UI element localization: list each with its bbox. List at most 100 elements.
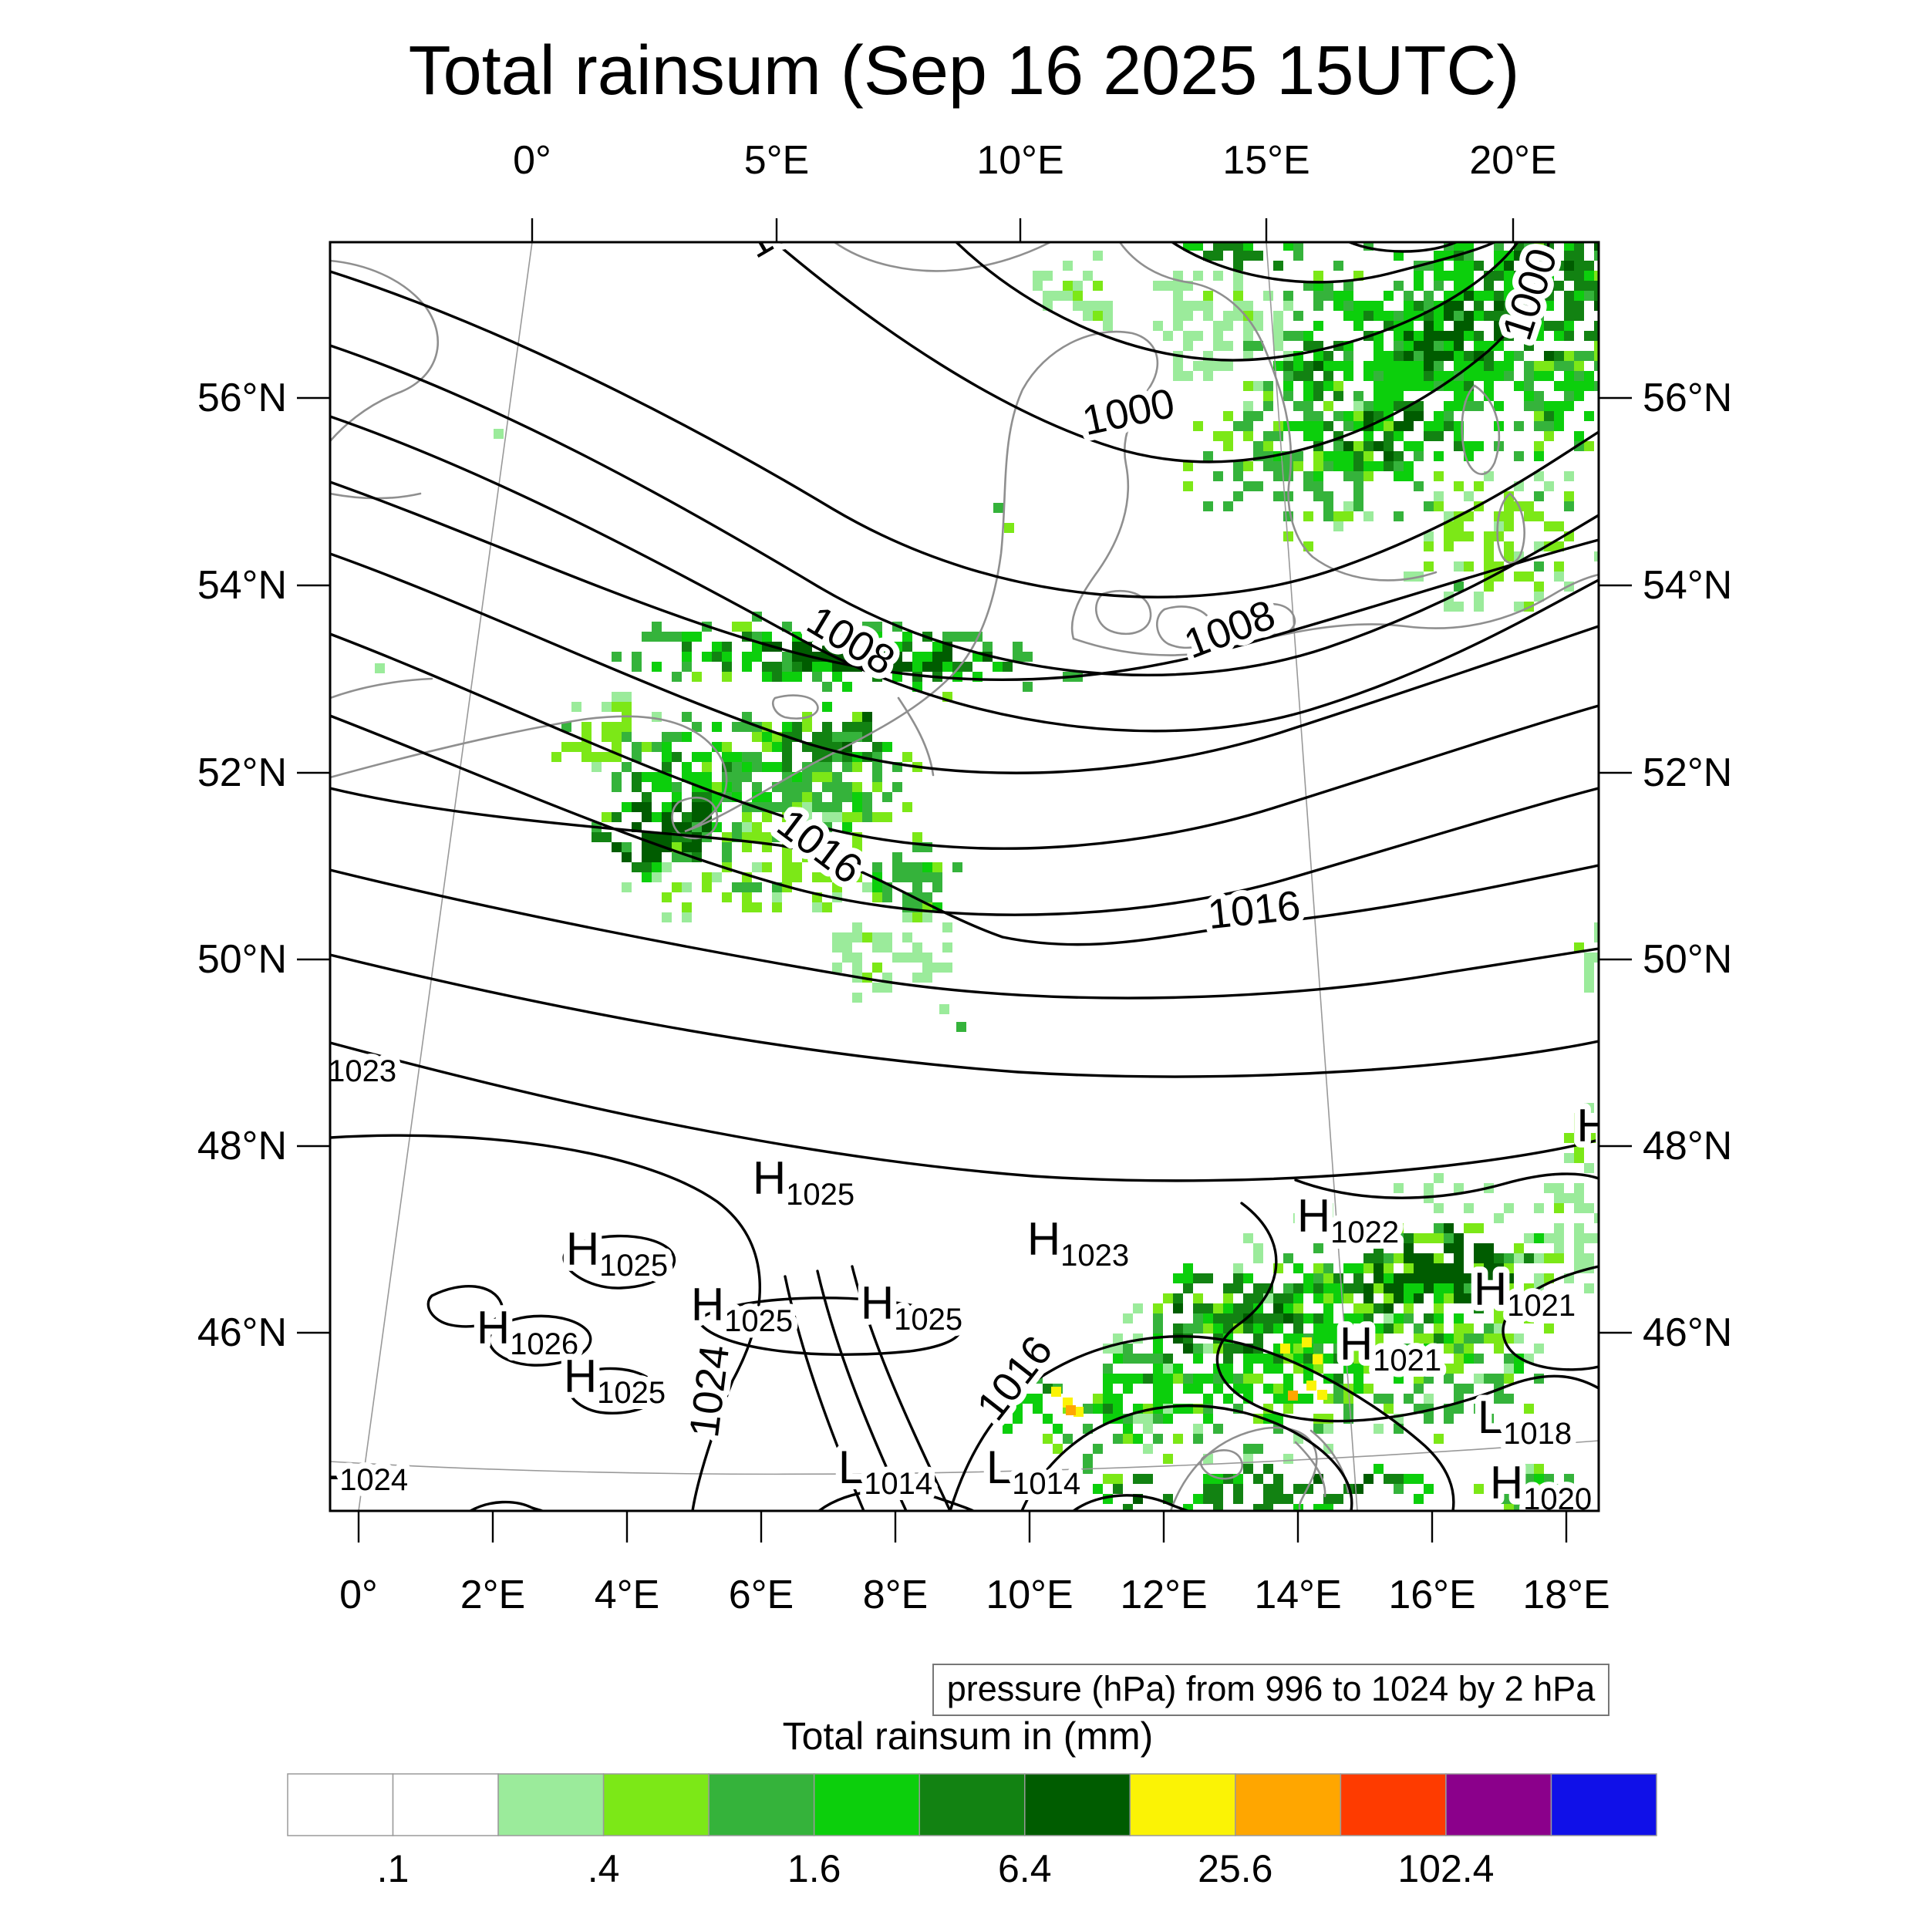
axis-tick-label: 12°E bbox=[1120, 1573, 1207, 1617]
axis-tick-label: 48°N bbox=[197, 1124, 287, 1168]
pressure-center-H: H1025 bbox=[861, 1277, 962, 1337]
axis-tick-label: 46°N bbox=[197, 1310, 287, 1355]
pressure-center-H: H1023 bbox=[1027, 1213, 1129, 1273]
coastline bbox=[330, 677, 433, 700]
isobar bbox=[469, 1500, 544, 1511]
axis-tick-label: 48°N bbox=[1643, 1124, 1732, 1168]
axis-tick-label: 54°N bbox=[1643, 563, 1732, 608]
isobar-value-label: 1000 bbox=[1078, 380, 1178, 445]
legend-color-cell bbox=[1235, 1773, 1342, 1836]
pressure-center-L: L1018 bbox=[1478, 1391, 1572, 1451]
page-title: Total rainsum (Sep 16 2025 15UTC) bbox=[409, 32, 1520, 110]
legend: Total rainsum in (mm) .1 .4 1.6 6.4 25.6 102.… bbox=[287, 1715, 1657, 1890]
legend-color-cell bbox=[602, 1773, 710, 1836]
pressure-center-H: H1021 bbox=[1474, 1263, 1576, 1323]
axis-tick-label: 15°E bbox=[1222, 138, 1309, 183]
pressure-center-L: L1024 bbox=[314, 1438, 408, 1497]
isobar bbox=[330, 714, 1599, 916]
legend-threshold-label: 25.6 bbox=[1198, 1847, 1272, 1890]
rain-field bbox=[375, 242, 1599, 1511]
legend-threshold-label: .4 bbox=[588, 1847, 620, 1890]
isobar bbox=[330, 344, 1599, 677]
coastline bbox=[1169, 1426, 1318, 1511]
axis-tick-label: 56°N bbox=[197, 376, 287, 420]
pressure-center-H: H1025 bbox=[564, 1350, 666, 1410]
coastline bbox=[1461, 384, 1501, 475]
isobar bbox=[774, 242, 1550, 464]
pressure-center-H: H1025 bbox=[566, 1223, 668, 1283]
isobar bbox=[330, 787, 1599, 946]
coastline bbox=[1156, 605, 1214, 649]
coastline bbox=[1309, 1429, 1350, 1494]
isobar bbox=[330, 632, 1599, 850]
isobar bbox=[330, 953, 1599, 1078]
isobar bbox=[1502, 1265, 1599, 1371]
coastline bbox=[771, 694, 819, 720]
legend-color-cell bbox=[708, 1773, 815, 1836]
legend-color-cell bbox=[1340, 1773, 1447, 1836]
isobar bbox=[1020, 1404, 1353, 1511]
map-frame bbox=[329, 241, 1600, 1512]
isobar bbox=[567, 1367, 660, 1414]
pressure-center-H: H1020 bbox=[1490, 1457, 1592, 1516]
isobar bbox=[784, 1275, 865, 1511]
axis-tick-label: 2°E bbox=[460, 1573, 525, 1617]
isobar bbox=[1348, 242, 1458, 253]
coastline bbox=[1294, 1441, 1326, 1498]
isobar bbox=[562, 1234, 676, 1290]
coastline bbox=[330, 330, 1159, 833]
isobar-contours bbox=[330, 242, 1599, 1511]
legend-color-cell bbox=[813, 1773, 920, 1836]
pressure-center-H: H1026 bbox=[477, 1302, 578, 1361]
pressure-center-L: L1014 bbox=[838, 1441, 932, 1501]
coastline bbox=[1072, 573, 1599, 656]
pressure-caption-box: pressure (hPa) from 996 to 1024 by 2 hPa bbox=[932, 1664, 1609, 1716]
isobar bbox=[330, 415, 1599, 733]
legend-colorbar bbox=[287, 1773, 1657, 1836]
isobar-value-label: 1008 bbox=[1178, 592, 1282, 668]
axis-tick-label: 10°E bbox=[986, 1573, 1073, 1617]
axis-tick-label: 10°E bbox=[976, 138, 1063, 183]
coastline bbox=[330, 259, 439, 443]
isobar bbox=[487, 1314, 592, 1367]
isobar bbox=[816, 1269, 908, 1511]
isobar bbox=[696, 1296, 962, 1357]
map-axes: 0° 5°E 10°E 15°E 20°E 0° 2°E 4°E 6°E 8°E 10°E 12°E 1… bbox=[197, 138, 1732, 1617]
legend-color-cell bbox=[1024, 1773, 1131, 1836]
isobar bbox=[330, 270, 1599, 598]
isobar bbox=[426, 1285, 504, 1328]
legend-threshold-label: 6.4 bbox=[998, 1847, 1052, 1890]
legend-threshold-label: 1.6 bbox=[787, 1847, 841, 1890]
legend-color-cell bbox=[287, 1773, 394, 1836]
isobar bbox=[330, 480, 1599, 681]
isobar bbox=[1171, 242, 1496, 284]
coastline bbox=[897, 696, 935, 777]
legend-color-cell bbox=[392, 1773, 499, 1836]
isobar bbox=[330, 1041, 1599, 1182]
axis-tick-label: 14°E bbox=[1254, 1573, 1341, 1617]
isobar bbox=[1294, 1172, 1599, 1199]
coastline bbox=[833, 242, 1052, 272]
coastlines bbox=[330, 242, 1599, 1511]
axis-tick-label: 50°N bbox=[1643, 937, 1732, 982]
isobar-value-label: 1016 bbox=[968, 1327, 1061, 1429]
axis-tick-label: 54°N bbox=[197, 563, 287, 608]
legend-threshold-label: .1 bbox=[377, 1847, 410, 1890]
axis-tick-label: 56°N bbox=[1643, 376, 1732, 420]
axis-tick-label: 6°E bbox=[729, 1573, 794, 1617]
legend-color-cell bbox=[1550, 1773, 1657, 1836]
pressure-center-H: H1023 bbox=[295, 1029, 396, 1088]
axis-tick-label: 18°E bbox=[1522, 1573, 1609, 1617]
legend-threshold-label: 102.4 bbox=[1397, 1847, 1494, 1890]
coastline bbox=[1095, 589, 1152, 636]
axis-tick-label: 5°E bbox=[744, 138, 809, 183]
pressure-center-L: L1014 bbox=[986, 1441, 1080, 1501]
pressure-center-H: H1025 bbox=[691, 1279, 793, 1338]
legend-color-cell bbox=[497, 1773, 605, 1836]
axis-tick-label: 46°N bbox=[1643, 1310, 1732, 1355]
legend-color-cell bbox=[1129, 1773, 1236, 1836]
coastline bbox=[1199, 1449, 1244, 1480]
axis-tick-label: 52°N bbox=[1643, 750, 1732, 795]
